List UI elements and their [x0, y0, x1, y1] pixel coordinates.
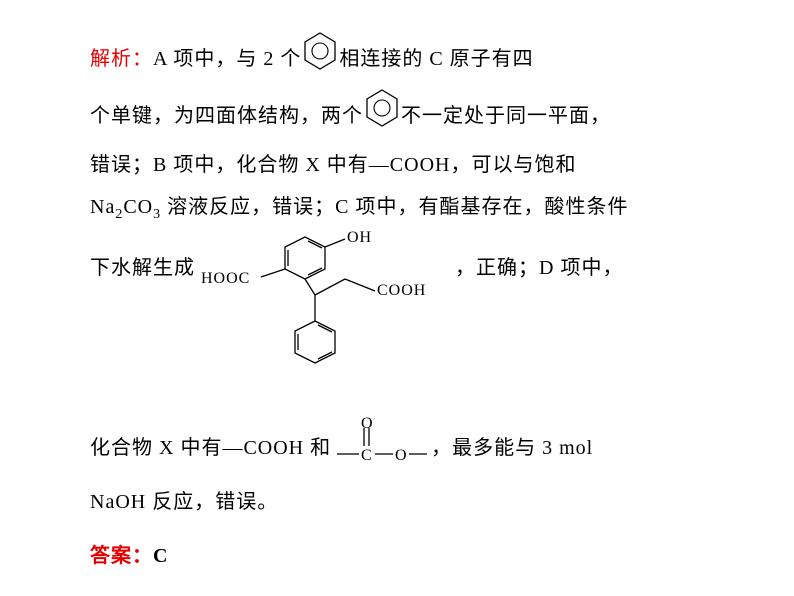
answer-value: C — [153, 545, 168, 567]
ester-icon: O C O — [331, 414, 431, 481]
l2a: 个单键，为四面体结构，两个 — [90, 95, 363, 137]
l2b: 不一定处于同一平面， — [401, 95, 611, 137]
l4c: 溶液反应，错误；C 项中，有酯基存在，酸性条件 — [161, 196, 628, 218]
label-jiexi: 解析： — [90, 38, 153, 80]
answer-line: 答案：C — [90, 535, 724, 577]
line-7: NaOH 反应，错误。 — [90, 481, 724, 523]
page: 解析： A 项中，与 2 个 相连接的 C 原子有四 个单键，为四面体结构，两个… — [0, 0, 794, 596]
l1a: A 项中，与 2 个 — [153, 38, 301, 80]
l3: 错误；B 项中，化合物 X 中有—COOH，可以与饱和 — [90, 154, 576, 176]
l5a: 下水解生成 — [90, 229, 195, 289]
svg-text:OH: OH — [347, 229, 372, 246]
l7: NaOH 反应，错误。 — [90, 491, 278, 513]
l4b: CO — [123, 196, 153, 218]
line-4: Na2CO3 溶液反应，错误；C 项中，有酯基存在，酸性条件 — [90, 186, 724, 229]
line-3: 错误；B 项中，化合物 X 中有—COOH，可以与饱和 — [90, 144, 724, 186]
line-1: 解析： A 项中，与 2 个 相连接的 C 原子有四 — [90, 30, 724, 87]
svg-text:O: O — [361, 415, 374, 432]
molecule-icon: OH HOOC COOH — [195, 229, 455, 414]
l6a: 化合物 X 中有—COOH 和 — [90, 427, 331, 469]
svg-text:C: C — [361, 447, 373, 464]
benzene-icon — [363, 87, 401, 144]
line-6: 化合物 X 中有—COOH 和 O C O — [90, 414, 724, 481]
benzene-icon — [301, 30, 339, 87]
label-answer: 答案： — [90, 545, 153, 567]
l1b: 相连接的 C 原子有四 — [339, 38, 533, 80]
line-5: 下水解生成 — [90, 229, 724, 414]
svg-text:HOOC: HOOC — [201, 270, 250, 287]
l4: Na — [90, 196, 115, 218]
l6b: ，最多能与 3 mol — [431, 427, 593, 469]
svg-text:O: O — [395, 447, 408, 464]
line-2: 个单键，为四面体结构，两个 不一定处于同一平面， — [90, 87, 724, 144]
l4sub2: 3 — [153, 207, 161, 222]
l5b: ，正确；D 项中， — [455, 229, 623, 289]
svg-text:COOH: COOH — [377, 282, 426, 299]
